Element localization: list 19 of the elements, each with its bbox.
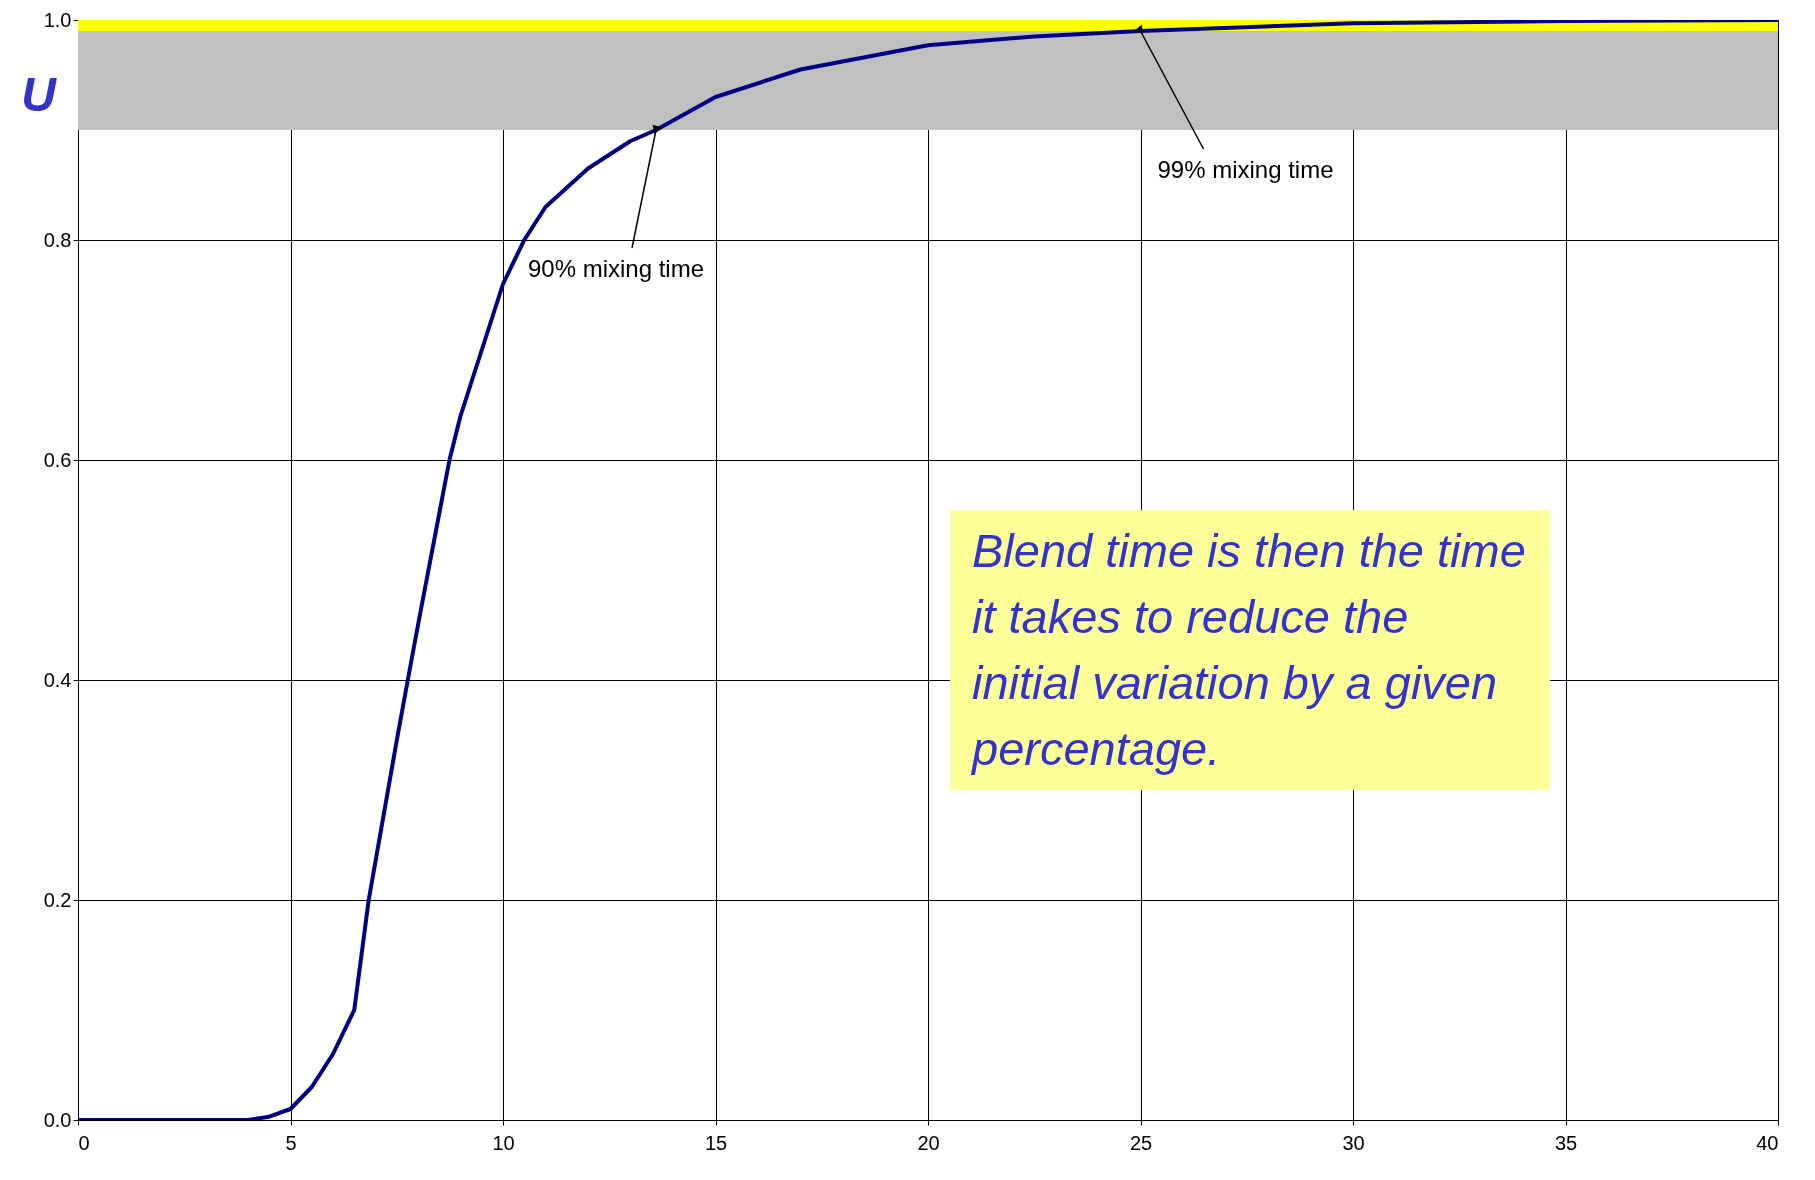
y-tick-label: 0.4: [43, 668, 72, 691]
y-tick-label: 0.8: [43, 228, 72, 251]
y-tick-label: 0.2: [43, 888, 72, 911]
x-tick-label: 35: [1554, 1131, 1578, 1154]
x-tick-label: 20: [917, 1131, 940, 1154]
y-axis-title: U: [21, 67, 58, 121]
x-tick-label: 15: [704, 1131, 728, 1154]
x-tick-label: 10: [492, 1131, 515, 1154]
y-tick-label: 0.0: [43, 1108, 72, 1131]
x-tick-label: 0: [78, 1131, 90, 1154]
y-tick-label: 1.0: [43, 8, 72, 31]
note-box: Blend time is then the time it takes to reduce the initial variation by a given percentage.: [950, 510, 1550, 790]
y-tick-label: 0.6: [43, 448, 72, 471]
x-tick-label: 40: [1756, 1131, 1779, 1154]
annotation: 90% mixing time: [527, 255, 705, 282]
x-tick-label: 5: [285, 1131, 297, 1154]
annotation: 99% mixing time: [1157, 156, 1334, 183]
x-tick-label: 25: [1129, 1131, 1153, 1154]
x-tick-label: 30: [1342, 1131, 1365, 1154]
